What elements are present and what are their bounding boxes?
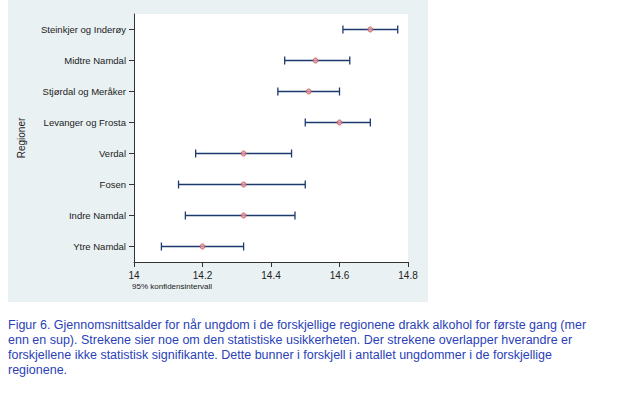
svg-text:14: 14 [128, 270, 140, 281]
svg-text:Verdal: Verdal [99, 148, 126, 159]
svg-text:Steinkjer og Inderøy: Steinkjer og Inderøy [41, 24, 126, 35]
svg-text:Ytre Namdal: Ytre Namdal [73, 241, 126, 252]
svg-text:Levanger og Frosta: Levanger og Frosta [44, 117, 127, 128]
svg-text:14.8: 14.8 [398, 270, 418, 281]
svg-text:Indre Namdal: Indre Namdal [69, 210, 126, 221]
svg-text:14.2: 14.2 [193, 270, 213, 281]
html-text:Figur 6. Gjennomsnittsalder fo: Figur 6. Gjennomsnittsalder for når ungd… [8, 318, 587, 377]
svg-text:14.4: 14.4 [261, 270, 281, 281]
svg-text:95% konfidensintervall: 95% konfidensintervall [132, 282, 212, 291]
svg-text:Regioner: Regioner [16, 117, 27, 158]
svg-text:14.6: 14.6 [330, 270, 350, 281]
svg-text:Stjørdal og Meråker: Stjørdal og Meråker [43, 86, 126, 97]
svg-text:Fosen: Fosen [100, 179, 126, 190]
svg-text:Midtre Namdal: Midtre Namdal [64, 55, 126, 66]
